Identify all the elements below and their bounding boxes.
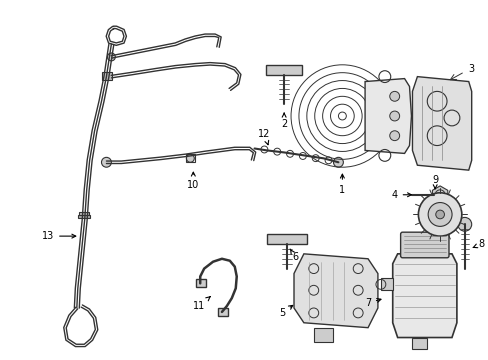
Bar — [267, 234, 306, 244]
Circle shape — [107, 53, 115, 61]
Circle shape — [435, 210, 444, 219]
Circle shape — [418, 193, 461, 236]
Text: 9: 9 — [431, 175, 437, 189]
Text: 3: 3 — [468, 64, 474, 74]
Text: 7: 7 — [364, 298, 380, 308]
Circle shape — [389, 91, 399, 101]
Text: 1: 1 — [339, 174, 345, 195]
Text: 4: 4 — [391, 190, 410, 200]
Text: 5: 5 — [279, 305, 292, 318]
Text: 13: 13 — [42, 231, 76, 241]
Text: 2: 2 — [281, 113, 286, 129]
Bar — [186, 154, 195, 162]
Circle shape — [427, 203, 451, 226]
Text: 12: 12 — [258, 129, 270, 145]
Text: 8: 8 — [472, 239, 484, 249]
Bar — [196, 279, 206, 287]
Bar — [78, 215, 89, 219]
Bar — [102, 72, 112, 80]
Bar — [79, 212, 88, 217]
Circle shape — [389, 111, 399, 121]
FancyBboxPatch shape — [400, 232, 448, 258]
Circle shape — [102, 157, 111, 167]
Polygon shape — [365, 78, 410, 153]
Polygon shape — [431, 186, 447, 204]
Polygon shape — [392, 254, 456, 338]
Bar — [218, 308, 227, 316]
Circle shape — [186, 154, 194, 162]
Bar — [266, 65, 301, 75]
Polygon shape — [293, 254, 377, 328]
Polygon shape — [411, 77, 471, 170]
Circle shape — [389, 131, 399, 141]
Bar — [411, 338, 427, 349]
Bar — [380, 278, 392, 290]
Bar — [313, 328, 333, 342]
Text: 6: 6 — [289, 249, 298, 262]
Text: 11: 11 — [192, 297, 210, 311]
Circle shape — [333, 157, 343, 167]
Circle shape — [457, 217, 471, 231]
Text: 10: 10 — [187, 172, 199, 190]
